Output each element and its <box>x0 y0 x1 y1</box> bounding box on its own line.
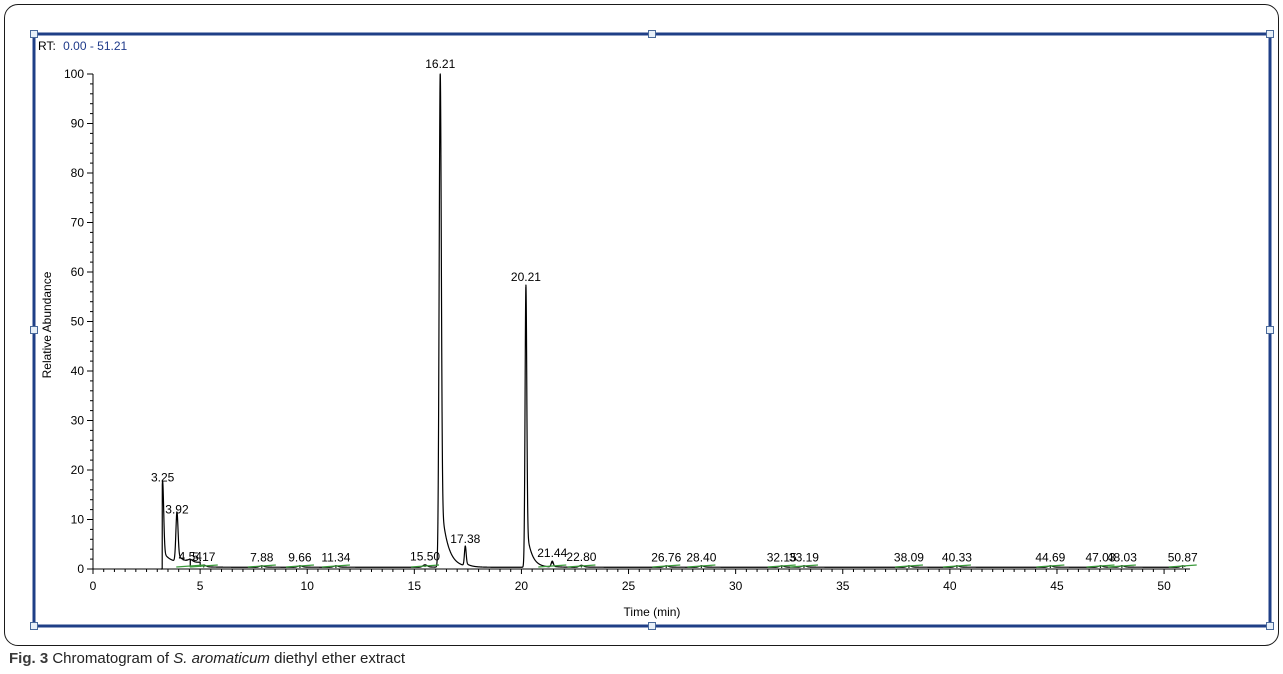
baseline-mark <box>321 564 350 568</box>
baseline-mark <box>1168 564 1197 568</box>
x-tick-label: 15 <box>408 579 422 593</box>
rt-label: RT: <box>38 39 56 53</box>
peak-label: 11.34 <box>321 551 350 565</box>
peak-label: 28.40 <box>686 551 716 565</box>
y-tick-label: 50 <box>71 315 85 329</box>
caption-species: S. aromaticum <box>173 650 270 667</box>
chromatogram-chart: RT: 0.00 - 51.21 0 5 10 15 20 25 30 35 40 45 50 0 10… <box>30 30 1274 630</box>
resize-handle[interactable] <box>1266 622 1274 630</box>
figure-border <box>4 4 1279 646</box>
baseline-mark <box>789 564 819 568</box>
baseline-mark <box>410 564 440 568</box>
x-tick-label: 35 <box>836 579 850 593</box>
x-tick-label: 0 <box>90 579 97 593</box>
peak-label: 48.03 <box>1107 551 1137 565</box>
baseline-mark <box>285 564 314 568</box>
peak-label: 21.44 <box>537 546 567 560</box>
x-tick-label: 40 <box>943 579 957 593</box>
resize-handle[interactable] <box>1266 30 1274 38</box>
y-tick-label: 60 <box>71 265 85 279</box>
resize-handle[interactable] <box>1266 326 1274 334</box>
peak-label: 32.15 <box>767 551 797 565</box>
peak-label: 15.50 <box>410 550 440 564</box>
peak-label: 5.17 <box>192 550 216 564</box>
figure-caption: Fig. 3 Chromatogram of S. aromaticum die… <box>9 650 405 667</box>
chromatogram-trace-group <box>160 73 1186 570</box>
resize-handle[interactable] <box>648 30 656 38</box>
plot-frame <box>32 32 1272 628</box>
peak-label: 22.80 <box>566 550 596 564</box>
rt-range-value: 0.00 - 51.21 <box>63 39 127 53</box>
y-tick-label: 0 <box>77 562 84 576</box>
figure-label: Fig. 3 <box>9 650 49 667</box>
baseline-mark <box>894 564 923 568</box>
baseline-mark <box>247 564 276 568</box>
chromatogram-trace <box>160 73 1186 570</box>
x-axis-label: Time (min) <box>624 605 681 619</box>
peak-label: 26.76 <box>651 551 681 565</box>
y-tick-label: 30 <box>71 414 85 428</box>
x-tick-label: 25 <box>622 579 636 593</box>
y-axis-label: Relative Abundance <box>40 271 54 378</box>
svg-text:RT: 0.00 - 51.21: RT: 0.00 - 51.21 <box>38 39 128 53</box>
peak-label: 33.19 <box>789 551 819 565</box>
baseline-mark <box>176 564 205 568</box>
resize-handle[interactable] <box>30 30 38 38</box>
baseline-mark <box>189 564 218 568</box>
resize-handle[interactable] <box>30 326 38 334</box>
peak-label: 16.21 <box>425 57 455 71</box>
peak-label: 20.21 <box>511 270 541 284</box>
y-tick-label: 90 <box>71 117 85 131</box>
baseline-mark <box>538 564 567 568</box>
x-tick-label: 50 <box>1157 579 1171 593</box>
x-tick-label: 5 <box>197 579 204 593</box>
peak-labels: 3.25 3.92 4.545.17 7.88 9.66 11.34 15.50 16.21 1… <box>151 57 1198 568</box>
peak-label: 40.33 <box>942 551 972 565</box>
peak-label: 4.54 <box>179 550 203 564</box>
x-tick-label: 10 <box>301 579 315 593</box>
y-tick-label: 70 <box>71 216 85 230</box>
baseline-mark <box>767 564 796 568</box>
caption-text-after: diethyl ether extract <box>269 650 406 667</box>
caption-text-before: Chromatogram of <box>52 650 174 667</box>
peak-label: 50.87 <box>1168 551 1198 565</box>
baseline-mark <box>652 564 681 568</box>
peak-label: 47.03 <box>1085 551 1115 565</box>
y-tick-label: 40 <box>71 364 85 378</box>
peak-label: 44.69 <box>1035 551 1065 565</box>
x-tick-label: 30 <box>729 579 743 593</box>
x-tick-label: 20 <box>515 579 529 593</box>
peak-label: 3.92 <box>165 503 189 517</box>
selection-handles[interactable] <box>30 30 1274 630</box>
resize-handle[interactable] <box>30 622 38 630</box>
y-tick-label: 100 <box>64 67 84 81</box>
baseline-mark <box>567 564 596 568</box>
baseline-mark <box>1086 564 1115 568</box>
y-tick-label: 80 <box>71 166 85 180</box>
baseline-mark <box>1036 564 1065 568</box>
baseline-mark <box>1107 564 1136 568</box>
peak-label: 38.09 <box>894 551 924 565</box>
peak-label: 7.88 <box>250 551 274 565</box>
x-tick-label: 45 <box>1050 579 1064 593</box>
y-tick-label: 10 <box>71 513 85 527</box>
baseline-mark <box>687 564 716 568</box>
baseline-mark <box>942 564 971 568</box>
resize-handle[interactable] <box>648 622 656 630</box>
peak-label: 3.25 <box>151 470 175 484</box>
axes: 0 5 10 15 20 25 30 35 40 45 50 0 10 20 30 40 50 60 70 80 90 1… <box>64 67 1190 593</box>
peak-label: 9.66 <box>288 551 312 565</box>
y-tick-label: 20 <box>71 463 85 477</box>
peak-label: 17.38 <box>450 532 480 546</box>
